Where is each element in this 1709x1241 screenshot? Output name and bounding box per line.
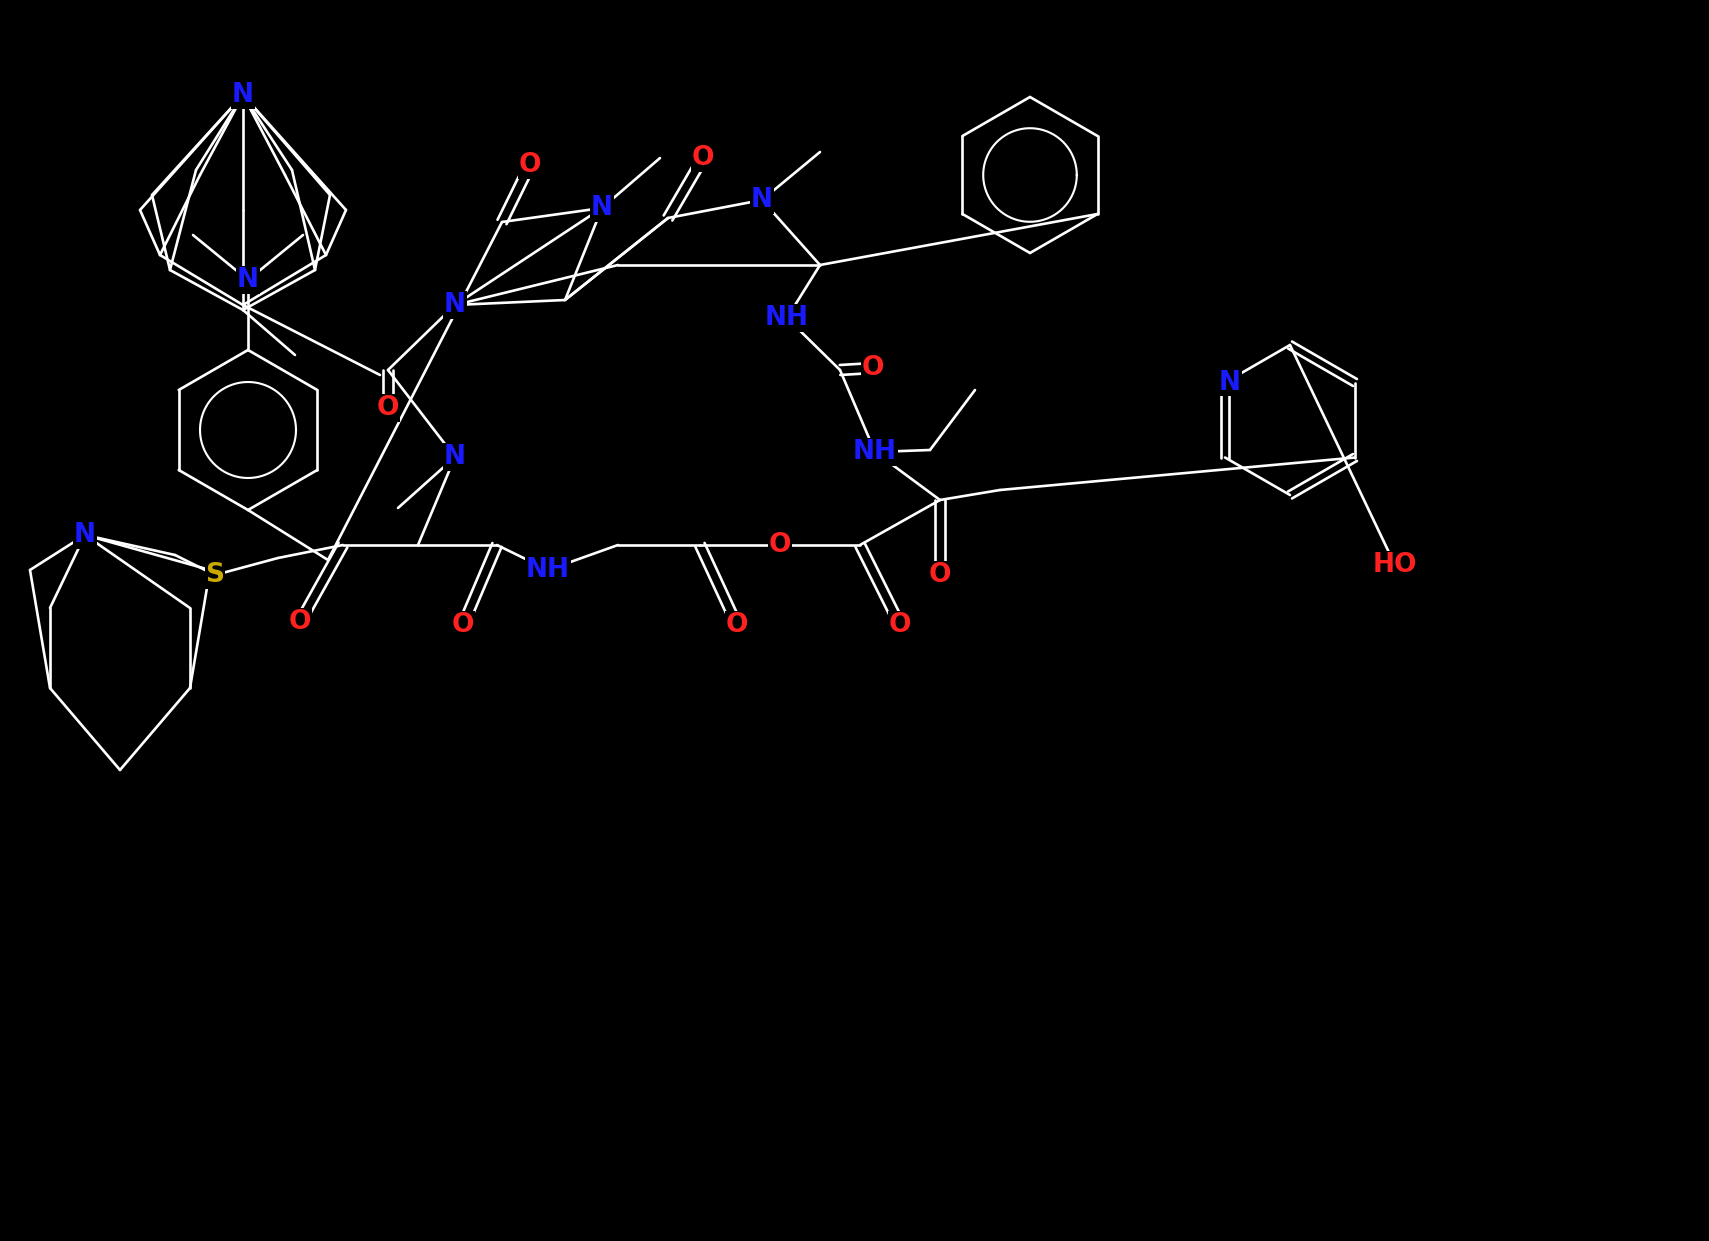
Text: S: S: [205, 562, 224, 588]
Text: N: N: [73, 522, 96, 549]
Text: O: O: [861, 355, 884, 381]
Text: O: O: [451, 612, 475, 638]
Text: NH: NH: [766, 305, 808, 331]
Text: O: O: [928, 562, 952, 588]
Text: O: O: [889, 612, 911, 638]
Text: N: N: [232, 82, 255, 108]
Text: O: O: [726, 612, 749, 638]
Text: N: N: [444, 292, 467, 318]
Text: NH: NH: [853, 439, 897, 465]
Text: O: O: [769, 532, 791, 558]
Text: N: N: [444, 444, 467, 470]
Text: N: N: [238, 267, 260, 293]
Text: N: N: [591, 195, 614, 221]
Text: O: O: [289, 609, 311, 635]
Text: N: N: [1219, 370, 1241, 396]
Text: NH: NH: [526, 557, 571, 583]
Text: HO: HO: [1372, 552, 1417, 578]
Text: O: O: [520, 151, 542, 177]
Text: O: O: [376, 395, 400, 421]
Text: O: O: [692, 145, 714, 171]
Text: N: N: [232, 82, 255, 108]
Text: N: N: [750, 187, 772, 213]
